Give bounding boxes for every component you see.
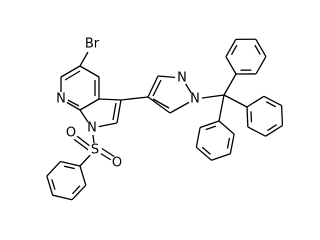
bond (226, 137, 231, 149)
bond (71, 184, 87, 201)
bond (246, 95, 265, 108)
atom-label: S (91, 143, 99, 158)
bond (255, 38, 267, 57)
atom-label: N (56, 92, 66, 107)
bond (46, 175, 54, 196)
bond (60, 160, 81, 167)
bond (51, 179, 56, 190)
structure: Br N N S O O N N (46, 35, 284, 201)
bond (265, 124, 283, 137)
bond (52, 194, 73, 201)
bond (255, 56, 267, 75)
bond (225, 39, 237, 58)
bond (229, 133, 235, 154)
atom-label: Br (85, 37, 100, 52)
atom-label: O (66, 126, 76, 141)
bond (71, 185, 81, 195)
bond (199, 120, 220, 129)
bond (230, 44, 238, 55)
atom-label: O (112, 156, 122, 171)
bond (46, 161, 61, 177)
bond (225, 56, 237, 75)
bond (211, 153, 231, 161)
atom-label: N (177, 71, 187, 86)
bond (63, 165, 75, 170)
bond (195, 146, 212, 161)
bond (263, 95, 282, 107)
bond (205, 125, 217, 131)
bonds (46, 38, 284, 201)
atom-label: N (190, 92, 200, 107)
atom-label: N (87, 121, 97, 136)
bond (265, 101, 277, 108)
labels: Br N N S O O N N (54, 35, 202, 171)
bond (79, 165, 87, 186)
bond (218, 120, 235, 135)
bond (195, 127, 201, 148)
bond (254, 44, 261, 55)
bond (267, 124, 277, 132)
bond (246, 106, 249, 128)
bond (280, 105, 284, 126)
bond (201, 146, 211, 155)
bond (247, 126, 266, 137)
